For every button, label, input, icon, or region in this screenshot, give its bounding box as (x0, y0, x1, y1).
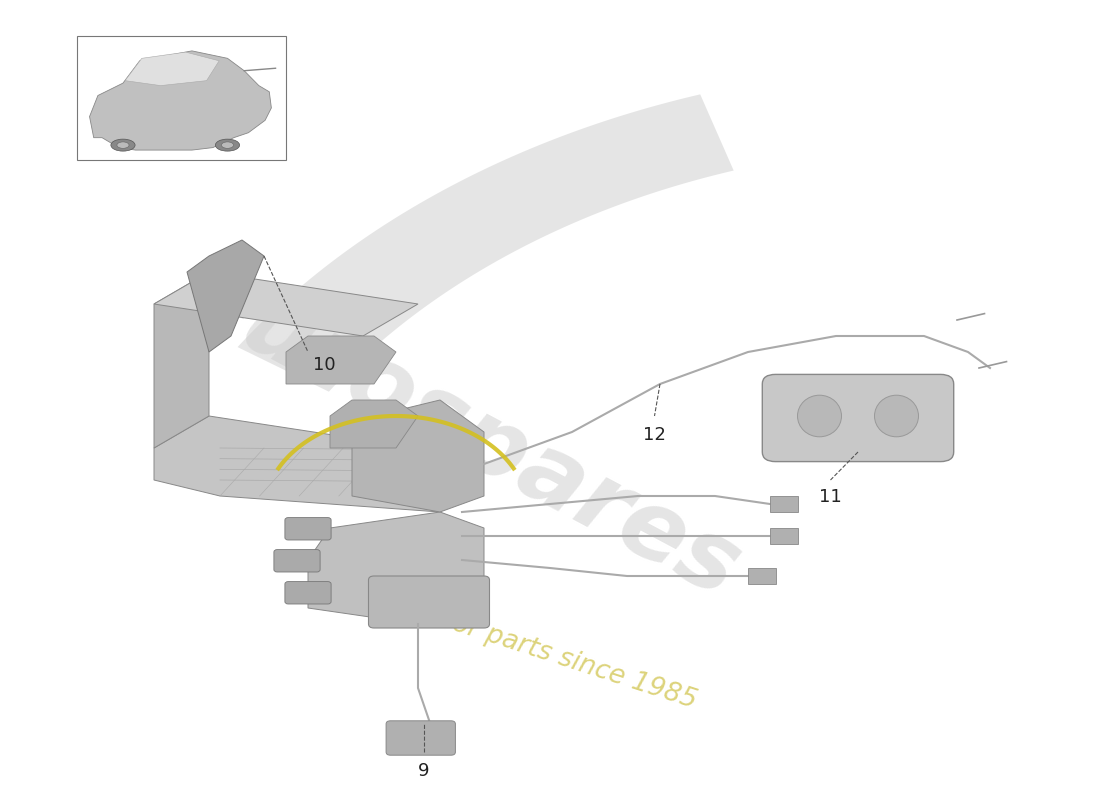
Text: 11: 11 (820, 488, 842, 506)
Text: eurospares: eurospares (168, 246, 756, 618)
Ellipse shape (216, 139, 240, 151)
Polygon shape (286, 336, 396, 384)
Ellipse shape (798, 395, 842, 437)
Ellipse shape (111, 139, 135, 151)
Bar (770, 496, 798, 512)
Polygon shape (187, 240, 264, 352)
Ellipse shape (221, 142, 233, 148)
Polygon shape (89, 51, 272, 150)
Polygon shape (154, 272, 418, 336)
Polygon shape (154, 272, 209, 448)
Ellipse shape (874, 395, 918, 437)
FancyBboxPatch shape (368, 576, 490, 628)
Polygon shape (330, 400, 418, 448)
FancyBboxPatch shape (274, 550, 320, 572)
Text: 10: 10 (314, 356, 336, 374)
Polygon shape (238, 94, 734, 392)
Bar (770, 528, 798, 544)
Bar (748, 568, 775, 584)
Polygon shape (352, 400, 484, 512)
Ellipse shape (117, 142, 129, 148)
Polygon shape (308, 512, 484, 624)
Text: 9: 9 (418, 762, 429, 779)
FancyBboxPatch shape (386, 721, 455, 755)
FancyBboxPatch shape (285, 518, 331, 540)
Text: a passion for parts since 1985: a passion for parts since 1985 (312, 566, 700, 714)
Text: 12: 12 (644, 426, 666, 443)
Bar (77, 36, 286, 160)
Polygon shape (125, 52, 219, 86)
FancyBboxPatch shape (285, 582, 331, 604)
Polygon shape (154, 416, 462, 512)
FancyBboxPatch shape (762, 374, 954, 462)
